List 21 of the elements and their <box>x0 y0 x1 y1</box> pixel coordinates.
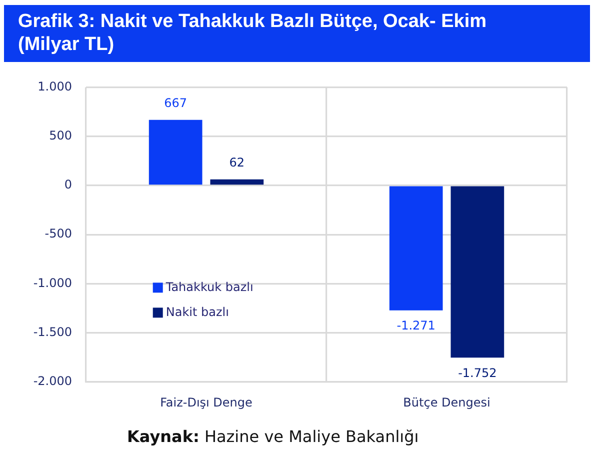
bar <box>210 179 264 185</box>
data-label: -1.752 <box>458 366 497 380</box>
text: Kaynak: Hazine ve Maliye Bakanlığı <box>127 427 419 446</box>
x-tick-label: Bütçe Dengesi <box>403 395 490 410</box>
y-tick-label: -500 <box>44 226 72 241</box>
data-label: 62 <box>229 156 245 170</box>
x-tick-label: Faiz-Dışı Denge <box>160 395 252 410</box>
bar <box>450 186 504 358</box>
y-tick-label: 0 <box>64 178 72 192</box>
y-tick-label: -1.500 <box>33 324 72 339</box>
chart-title: Grafik 3: Nakit ve Tahakkuk Bazlı Bütçe, Ocak- Ekim (Milyar TL) <box>4 5 590 62</box>
data-label: -1.271 <box>396 318 436 332</box>
y-tick-label: -1.000 <box>33 276 72 290</box>
bar <box>389 186 443 310</box>
legend-label: Tahakkuk bazlı <box>164 280 254 294</box>
bar <box>148 120 202 185</box>
legend-label: Nakit bazlı <box>166 304 229 319</box>
data-label: 667 <box>164 96 188 110</box>
y-tick-label: -2.000 <box>33 374 72 388</box>
y-tick-label: 500 <box>49 128 72 142</box>
y-tick-label: 1.000 <box>38 79 72 94</box>
